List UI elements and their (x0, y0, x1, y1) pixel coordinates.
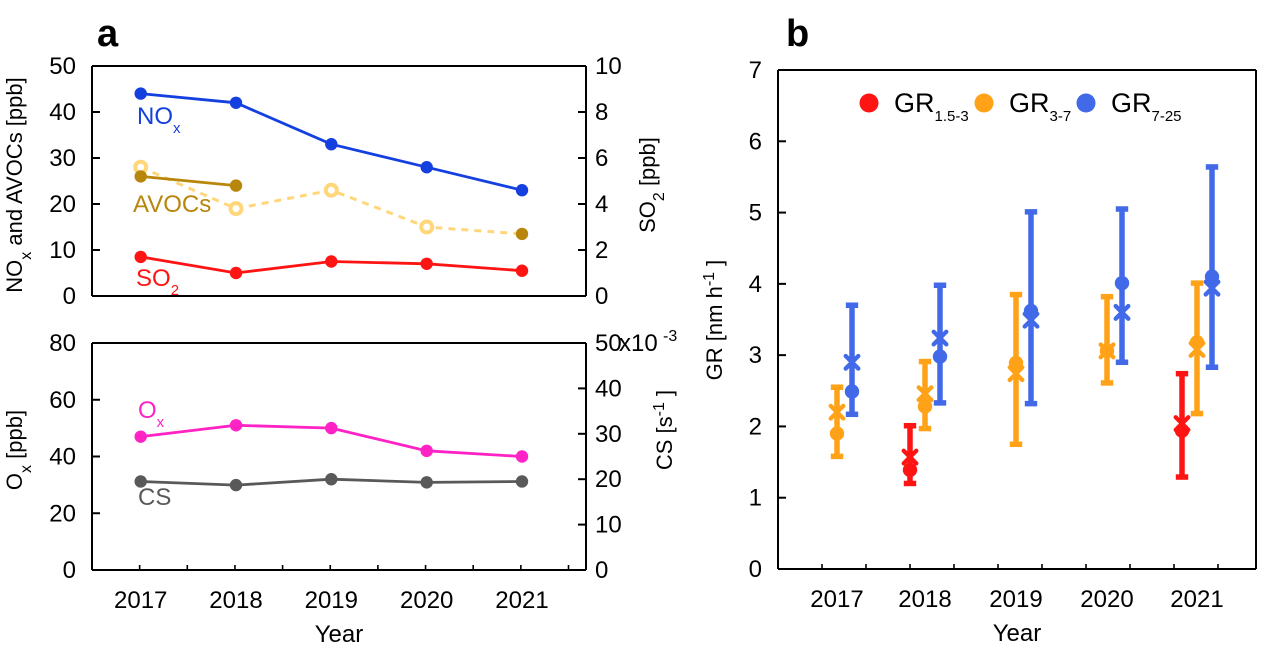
svg-text:20: 20 (49, 191, 76, 218)
svg-text:6: 6 (595, 145, 608, 172)
svg-text:10: 10 (49, 237, 76, 264)
svg-text:Year: Year (315, 621, 364, 648)
svg-text:2021: 2021 (1170, 586, 1223, 613)
svg-text:60: 60 (49, 387, 76, 414)
svg-text:30: 30 (595, 421, 622, 448)
svg-text:0: 0 (63, 557, 76, 584)
svg-text:0: 0 (63, 283, 76, 310)
svg-text:2021: 2021 (495, 587, 548, 614)
svg-text:2020: 2020 (400, 587, 453, 614)
svg-text:4: 4 (749, 271, 762, 298)
svg-text:0: 0 (595, 283, 608, 310)
svg-text:a: a (97, 13, 119, 55)
svg-text:4: 4 (595, 191, 608, 218)
svg-text:2017: 2017 (114, 587, 167, 614)
svg-text:2018: 2018 (898, 586, 951, 613)
svg-text:0: 0 (749, 556, 762, 583)
svg-text:20: 20 (49, 500, 76, 527)
svg-text:2017: 2017 (810, 586, 863, 613)
svg-text:3: 3 (749, 342, 762, 369)
svg-text:2019: 2019 (989, 586, 1042, 613)
svg-text:20: 20 (595, 466, 622, 493)
svg-text:2: 2 (595, 237, 608, 264)
svg-text:CS: CS (138, 484, 171, 511)
svg-text:50: 50 (49, 53, 76, 80)
svg-text:8: 8 (595, 99, 608, 126)
svg-text:0: 0 (595, 557, 608, 584)
svg-text:2: 2 (749, 413, 762, 440)
svg-text:b: b (786, 13, 809, 55)
svg-text:2019: 2019 (305, 587, 358, 614)
svg-text:2018: 2018 (209, 587, 262, 614)
svg-text:5: 5 (749, 200, 762, 227)
svg-text:7: 7 (749, 57, 762, 84)
svg-text:x10: x10 (619, 330, 658, 357)
svg-text:-3: -3 (663, 328, 677, 345)
svg-text:CS [s-1 ]: CS [s-1 ] (651, 390, 678, 470)
svg-text:10: 10 (595, 53, 622, 80)
svg-text:6: 6 (749, 128, 762, 155)
svg-text:Year: Year (993, 620, 1042, 647)
svg-text:50: 50 (595, 330, 622, 357)
svg-text:40: 40 (49, 444, 76, 471)
svg-text:40: 40 (49, 99, 76, 126)
svg-text:80: 80 (49, 330, 76, 357)
svg-text:30: 30 (49, 145, 76, 172)
svg-text:10: 10 (595, 512, 622, 539)
svg-text:2020: 2020 (1080, 586, 1133, 613)
svg-text:40: 40 (595, 375, 622, 402)
svg-text:1: 1 (749, 485, 762, 512)
svg-text:AVOCs: AVOCs (133, 191, 211, 218)
